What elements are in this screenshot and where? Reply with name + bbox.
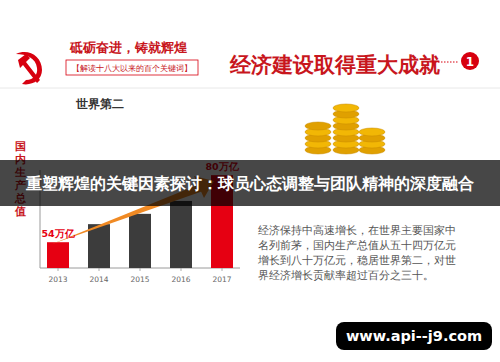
description-line: 经济保持中高速增长，在世界主要国家中 xyxy=(258,224,456,237)
header-rule xyxy=(0,88,500,89)
description-line: 名列前茅，国内生产总值从五十四万亿元 xyxy=(258,239,456,252)
bar xyxy=(88,224,110,268)
slogan: 砥砺奋进，铸就辉煌 xyxy=(69,40,187,55)
coins xyxy=(305,104,385,154)
number-badge xyxy=(461,52,479,70)
watermark: www.api--j9.com xyxy=(346,328,482,344)
data-label: 54万亿 xyxy=(41,228,75,239)
banner-title: 重塑辉煌的关键因素探讨：球员心态调整与团队精神的深度融合 xyxy=(25,174,474,193)
watermark-background xyxy=(336,322,492,350)
x-tick-label: 2013 xyxy=(48,275,67,284)
subtitle: 【解读十八大以来的百个关键词】 xyxy=(72,64,192,73)
x-tick-label: 2014 xyxy=(89,275,108,284)
coin xyxy=(333,104,359,112)
banner-background xyxy=(0,160,500,206)
coin xyxy=(359,128,385,136)
description-line: 增长到八十万亿元，稳居世界第二，对世 xyxy=(257,254,456,267)
background xyxy=(0,0,500,362)
section-number: 1 xyxy=(466,55,474,69)
x-tick-label: 2016 xyxy=(171,275,190,284)
coin xyxy=(305,122,331,130)
subtitle-box xyxy=(66,60,198,75)
x-tick-label: 2015 xyxy=(130,275,149,284)
chart-title: 世界第二 xyxy=(75,97,124,111)
section-title: 经济建设取得重大成就 xyxy=(229,53,440,77)
x-tick xyxy=(181,268,182,271)
dotted-rule xyxy=(432,62,458,63)
bar xyxy=(129,214,151,268)
hammer xyxy=(18,54,40,83)
x-tick xyxy=(99,268,100,271)
y-label-char: 国 xyxy=(15,140,26,153)
x-tick xyxy=(58,268,59,271)
bar xyxy=(47,242,69,268)
sickle xyxy=(16,52,42,84)
description-line: 界经济增长贡献率超过百分之三十。 xyxy=(258,269,434,282)
x-tick xyxy=(222,268,223,271)
emblem xyxy=(16,52,42,84)
bar xyxy=(170,201,192,268)
y-label-char: 值 xyxy=(14,205,26,218)
x-tick-label: 2017 xyxy=(212,275,231,284)
slide: 砥砺奋进，铸就辉煌【解读十八大以来的百个关键词】 经济建设取得重大成就 1 世界第二国… xyxy=(0,0,500,362)
x-tick xyxy=(140,268,141,271)
